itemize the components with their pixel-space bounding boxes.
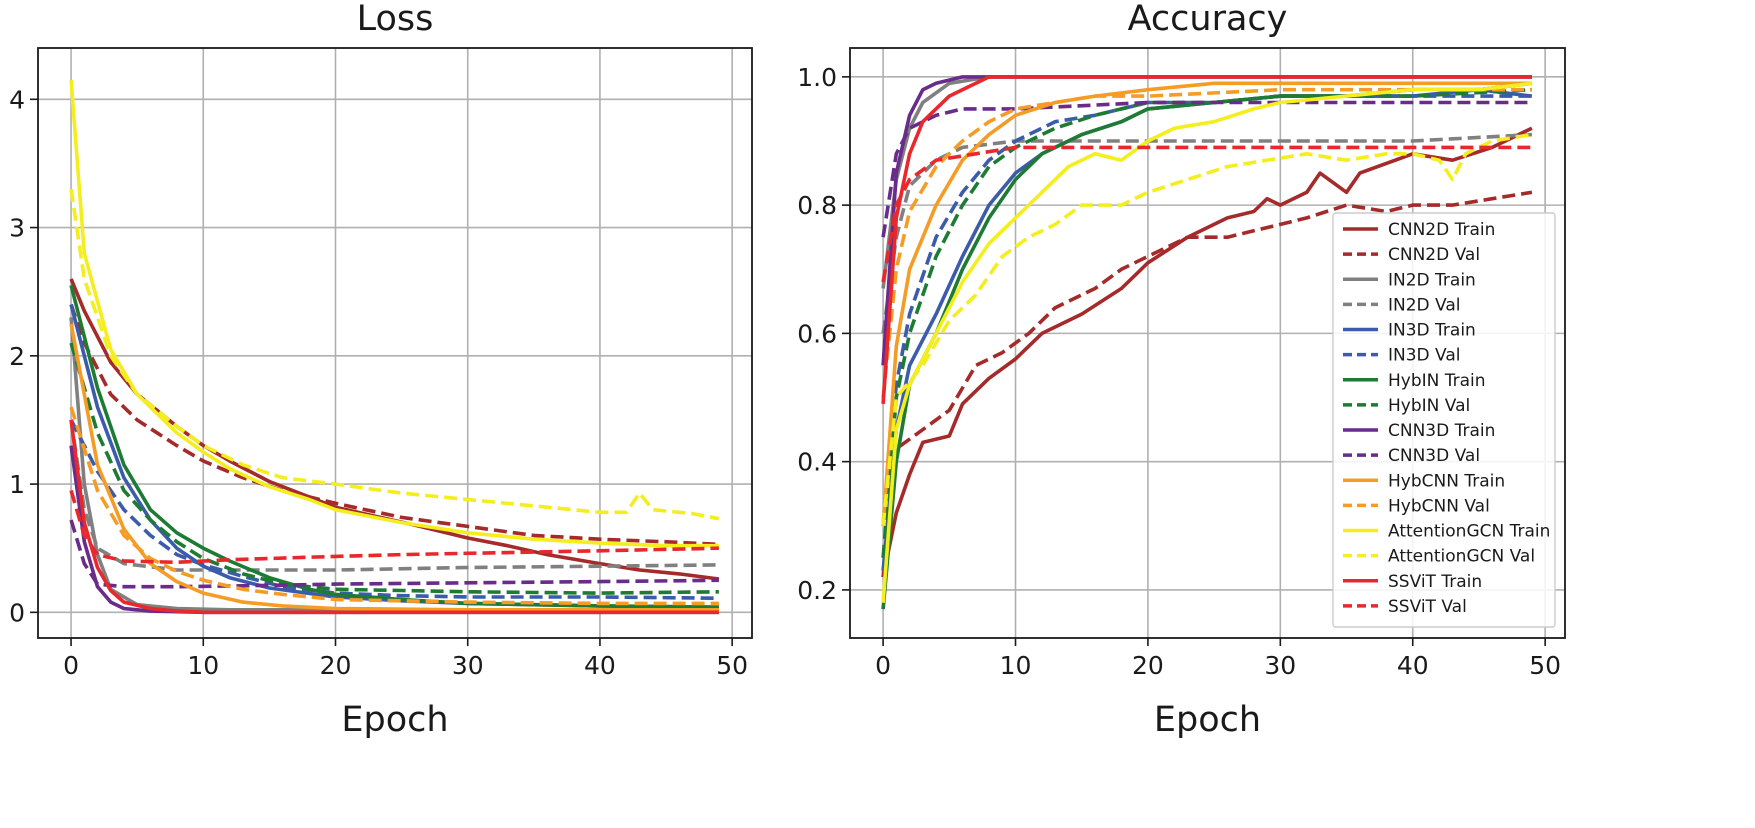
series-line-hybin-val: [69, 342, 719, 595]
series-line-cnn3d-val: [881, 100, 1532, 238]
series-line-cnn2d-val: [881, 190, 1533, 578]
legend-item-in2d-train: IN2D Train: [1343, 270, 1476, 290]
legend-item-attentiongcn-val: AttentionGCN Val: [1343, 547, 1535, 567]
legend-label: IN3D Train: [1388, 321, 1476, 341]
accuracy-panel: 0 10 20 30 40 50 0.2 0.4 0.6 0.8 1.0 Accuracy Epoch C…: [797, 0, 1566, 740]
legend-label: SSViT Train: [1388, 572, 1482, 592]
legend-label: HybIN Train: [1388, 371, 1486, 391]
series-line-in2d-val: [69, 419, 719, 572]
y-tick-label: 0.2: [797, 576, 837, 605]
legend-item-in3d-train: IN3D Train: [1343, 321, 1476, 341]
chart-title: Accuracy: [1128, 0, 1288, 39]
y-tick-label: 2: [9, 342, 25, 371]
legend-label: IN3D Val: [1388, 346, 1461, 366]
legend-label: AttentionGCN Val: [1388, 547, 1535, 567]
series-line-hybin-train: [69, 284, 719, 609]
series-line-in2d-val: [881, 132, 1532, 334]
legend-item-cnn2d-val: CNN2D Val: [1343, 245, 1480, 265]
legend-item-ssvit-val: SSViT Val: [1343, 597, 1467, 617]
legend: CNN2D Train CNN2D Val IN2D Train IN2D Val IN…: [1332, 212, 1556, 628]
x-tick-label: 40: [1397, 651, 1429, 680]
y-tick-label: 1.0: [797, 63, 837, 92]
series-line-in3d-val: [881, 94, 1532, 526]
x-axis-label: Epoch: [1154, 700, 1261, 740]
legend-item-hybin-train: HybIN Train: [1343, 371, 1486, 391]
y-tick-label: 0: [9, 598, 25, 627]
series-line-ssvit-train: [881, 75, 1532, 405]
x-tick-label: 50: [1529, 651, 1561, 680]
series-group: [69, 79, 720, 615]
loss-panel: 0 10 20 30 40 50 0 1 2 3 4 Loss Epoch: [9, 0, 753, 740]
x-tick-label: 30: [1264, 651, 1296, 680]
series-line-ssvit-val: [69, 489, 719, 565]
legend-item-hybcnn-train: HybCNN Train: [1343, 471, 1505, 491]
x-tick-label: 0: [63, 651, 79, 680]
y-tick-label: 0.4: [797, 448, 837, 477]
legend-label: HybCNN Train: [1388, 471, 1505, 491]
legend-item-hybcnn-val: HybCNN Val: [1343, 496, 1490, 516]
legend-item-cnn3d-train: CNN3D Train: [1343, 421, 1495, 441]
y-tick-label: 4: [9, 85, 25, 114]
series-line-hybcnn-train: [881, 81, 1532, 526]
x-tick-label: 10: [187, 651, 219, 680]
series-line-hybcnn-val: [69, 406, 719, 606]
series-line-hybcnn-train: [69, 323, 719, 612]
legend-label: CNN2D Val: [1388, 245, 1480, 265]
legend-label: SSViT Val: [1388, 597, 1467, 617]
y-tick-label: 1: [9, 470, 25, 499]
x-tick-label: 30: [452, 651, 484, 680]
series-line-attentiongcn-val: [69, 188, 720, 521]
legend-label: CNN3D Val: [1388, 446, 1480, 466]
x-tick-label: 40: [584, 651, 616, 680]
x-tick-label: 0: [875, 651, 891, 680]
legend-item-in2d-val: IN2D Val: [1343, 295, 1461, 315]
legend-label: IN2D Val: [1388, 295, 1461, 315]
series-line-attentiongcn-train: [69, 79, 719, 548]
x-tick-label: 20: [320, 651, 352, 680]
legend-item-cnn3d-val: CNN3D Val: [1343, 446, 1480, 466]
legend-label: CNN2D Train: [1388, 220, 1495, 240]
x-tick-label: 50: [716, 651, 748, 680]
legend-item-cnn2d-train: CNN2D Train: [1343, 220, 1495, 240]
axes-frame: [37, 47, 753, 639]
legend-item-ssvit-train: SSViT Train: [1343, 572, 1482, 592]
legend-label: IN2D Train: [1388, 270, 1476, 290]
legend-label: CNN3D Train: [1388, 421, 1495, 441]
series-line-in3d-val: [69, 419, 719, 600]
y-tick-label: 0.8: [797, 191, 837, 220]
x-axis-label: Epoch: [341, 700, 448, 740]
legend-item-attentiongcn-train: AttentionGCN Train: [1343, 522, 1550, 542]
y-tick-label: 3: [9, 214, 25, 243]
chart-title: Loss: [357, 0, 434, 39]
x-tick-label: 10: [1000, 651, 1032, 680]
series-group: [881, 75, 1533, 610]
x-tick-label: 20: [1132, 651, 1164, 680]
series-line-ssvit-train: [69, 419, 719, 615]
axes-frame: [849, 47, 1566, 639]
series-line-attentiongcn-val: [881, 132, 1533, 526]
legend-box: [1332, 212, 1556, 628]
legend-label: HybIN Val: [1388, 396, 1470, 416]
legend-label: HybCNN Val: [1388, 496, 1490, 516]
y-tick-label: 0.6: [797, 319, 837, 348]
series-line-ssvit-val: [881, 145, 1532, 283]
legend-item-hybin-val: HybIN Val: [1343, 396, 1470, 416]
series-line-hybin-val: [881, 87, 1532, 558]
legend-item-in3d-val: IN3D Val: [1343, 346, 1461, 366]
legend-label: AttentionGCN Train: [1388, 522, 1550, 542]
series-line-attentiongcn-train: [881, 81, 1533, 603]
